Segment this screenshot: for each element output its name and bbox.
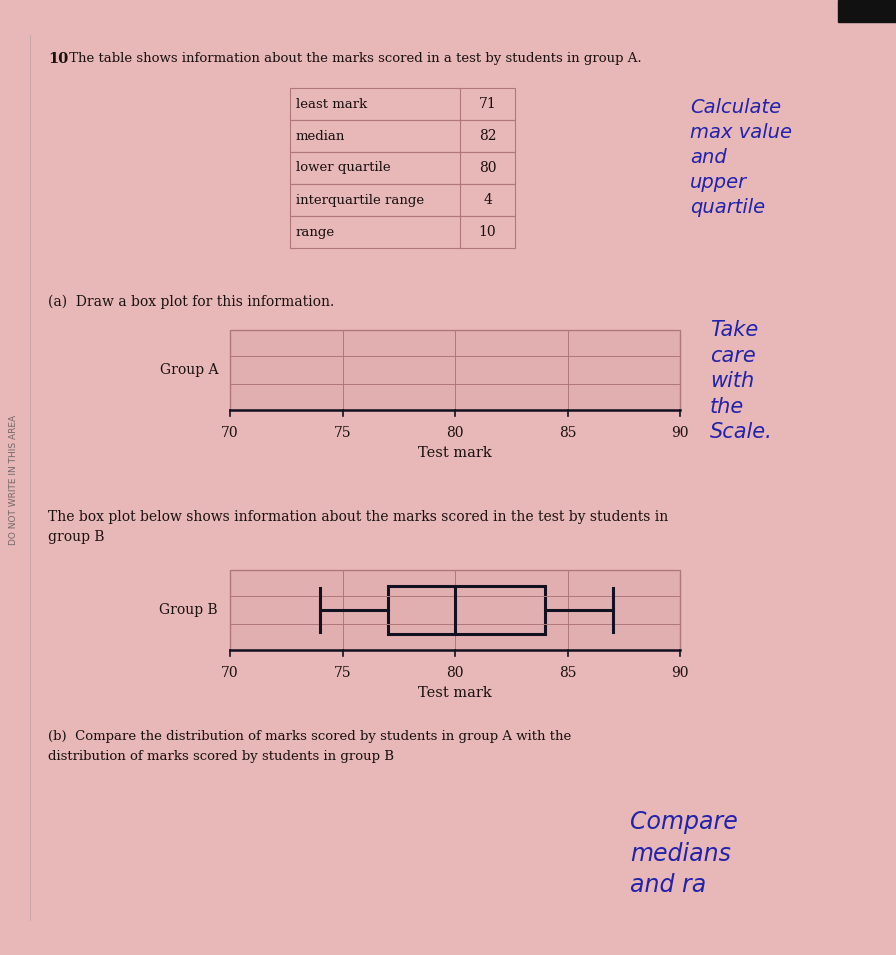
Text: 75: 75 <box>333 426 351 440</box>
Text: 85: 85 <box>559 426 576 440</box>
Text: Test mark: Test mark <box>418 686 492 700</box>
Text: 70: 70 <box>221 666 239 680</box>
Bar <box>230 330 680 410</box>
Text: 71: 71 <box>478 97 496 111</box>
Bar <box>290 88 515 120</box>
Text: Take
care
with
the
Scale.: Take care with the Scale. <box>710 320 772 442</box>
Bar <box>230 570 680 650</box>
Bar <box>290 184 515 216</box>
Text: group B: group B <box>48 530 105 544</box>
Bar <box>230 570 680 650</box>
Bar <box>290 120 515 152</box>
Text: Test mark: Test mark <box>418 446 492 460</box>
Text: Compare
medians
and ra: Compare medians and ra <box>630 810 737 897</box>
Text: least mark: least mark <box>296 97 367 111</box>
Text: 80: 80 <box>446 426 464 440</box>
Text: lower quartile: lower quartile <box>296 161 391 175</box>
Text: 80: 80 <box>446 666 464 680</box>
Text: 10: 10 <box>478 225 496 239</box>
Text: The table shows information about the marks scored in a test by students in grou: The table shows information about the ma… <box>65 52 642 65</box>
Text: Group A: Group A <box>159 363 218 377</box>
Bar <box>290 152 515 184</box>
Text: interquartile range: interquartile range <box>296 194 424 206</box>
Text: DO NOT WRITE IN THIS AREA: DO NOT WRITE IN THIS AREA <box>10 414 19 545</box>
Text: The box plot below shows information about the marks scored in the test by stude: The box plot below shows information abo… <box>48 510 668 524</box>
Text: (b)  Compare the distribution of marks scored by students in group A with the: (b) Compare the distribution of marks sc… <box>48 730 572 743</box>
Text: Group B: Group B <box>159 603 218 617</box>
Bar <box>290 216 515 248</box>
Text: Calculate
max value
and
upper
quartile: Calculate max value and upper quartile <box>690 98 792 217</box>
Text: 75: 75 <box>333 666 351 680</box>
Text: (a)  Draw a box plot for this information.: (a) Draw a box plot for this information… <box>48 295 334 309</box>
Bar <box>838 0 896 22</box>
Text: 70: 70 <box>221 426 239 440</box>
Text: 82: 82 <box>478 129 496 143</box>
Text: 90: 90 <box>671 666 689 680</box>
Text: median: median <box>296 130 345 142</box>
Text: 90: 90 <box>671 426 689 440</box>
Text: range: range <box>296 225 335 239</box>
Text: 10: 10 <box>48 52 68 66</box>
Text: 80: 80 <box>478 161 496 175</box>
Bar <box>387 586 545 634</box>
Text: 85: 85 <box>559 666 576 680</box>
Text: distribution of marks scored by students in group B: distribution of marks scored by students… <box>48 750 394 763</box>
Bar <box>230 330 680 410</box>
Text: 4: 4 <box>483 193 492 207</box>
